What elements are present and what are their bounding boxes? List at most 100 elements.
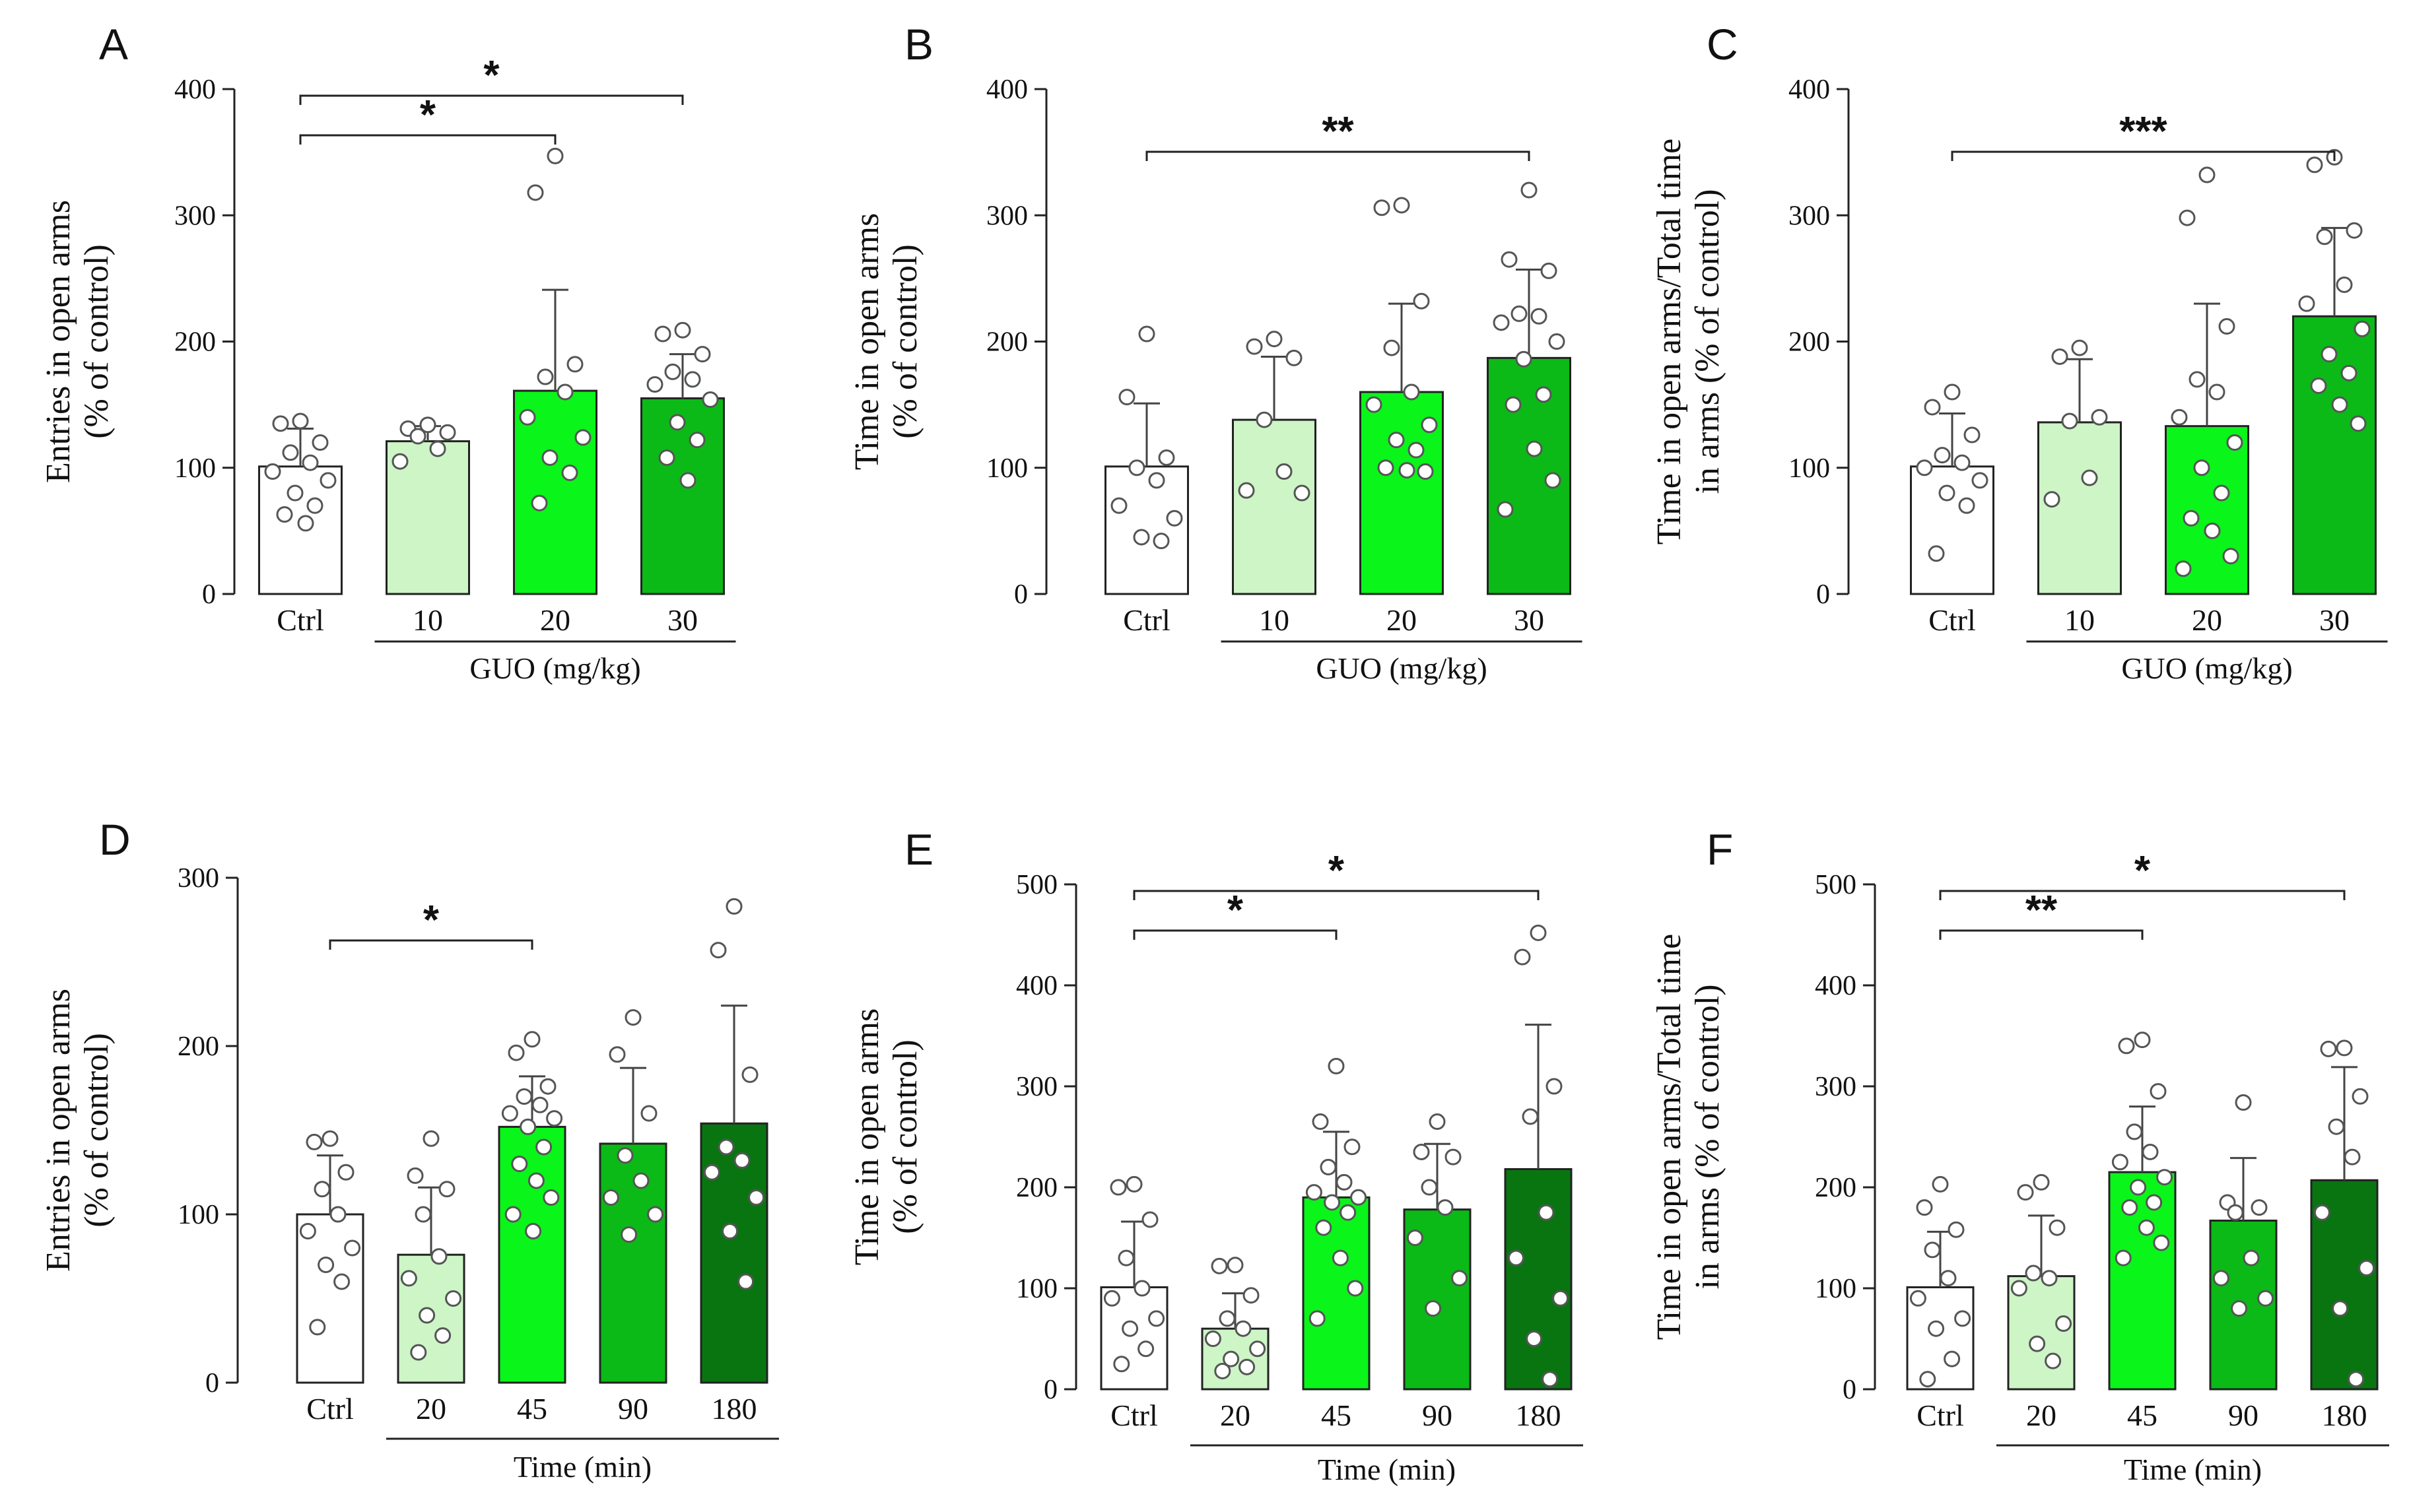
group-label: Time (min) — [514, 1450, 652, 1484]
significance-bracket — [1145, 150, 1530, 161]
data-point — [337, 1164, 355, 1181]
data-point — [1398, 462, 1415, 479]
data-point — [539, 1078, 557, 1095]
data-point — [1340, 1204, 1357, 1221]
data-point — [2193, 459, 2210, 477]
data-point — [602, 1189, 619, 1206]
data-point — [407, 1167, 424, 1184]
data-point — [312, 434, 329, 451]
data-point — [2336, 276, 2353, 293]
data-point — [1118, 389, 1136, 406]
data-point — [2328, 1118, 2345, 1135]
bar — [1232, 418, 1316, 595]
data-point — [2306, 156, 2323, 174]
significance-label: * — [1227, 888, 1244, 933]
data-point — [2055, 1315, 2072, 1332]
data-point — [674, 321, 691, 339]
y-tick-label: 500 — [1016, 870, 1058, 900]
data-point — [1332, 1249, 1349, 1266]
data-point — [646, 376, 663, 393]
data-point — [2126, 1123, 2143, 1140]
y-axis-title: (% of control) — [887, 244, 924, 439]
data-point — [1515, 350, 1532, 368]
data-point — [1223, 1350, 1240, 1367]
data-point — [1924, 399, 1941, 416]
data-point — [1166, 509, 1183, 527]
x-category-label: 10 — [1259, 603, 1289, 637]
y-tick-label: 0 — [1014, 579, 1028, 610]
data-point — [1971, 472, 1988, 489]
data-point — [1953, 454, 1971, 471]
data-point — [710, 942, 727, 959]
data-point — [292, 412, 309, 430]
data-point — [2041, 1270, 2058, 1287]
x-category-label: Ctrl — [1123, 603, 1171, 637]
data-point — [2150, 1083, 2167, 1100]
data-point — [2208, 383, 2225, 401]
data-point — [1963, 426, 1981, 444]
data-point — [1383, 339, 1400, 356]
data-point — [508, 1044, 525, 1061]
panel-letter: D — [99, 815, 131, 864]
data-point — [2235, 1094, 2252, 1111]
data-point — [1204, 1331, 1221, 1347]
data-point — [1909, 1290, 1926, 1307]
y-tick-label: 200 — [178, 1032, 219, 1062]
group-label: GUO (mg/kg) — [469, 651, 640, 685]
data-point — [2017, 1184, 2034, 1201]
data-point — [2257, 1290, 2274, 1307]
data-point — [718, 1138, 735, 1156]
data-point — [1246, 338, 1263, 355]
y-tick-label: 0 — [1816, 579, 1830, 610]
y-axis-title: Entries in open arms — [40, 989, 77, 1272]
data-point — [430, 1248, 448, 1265]
x-category-label: 45 — [1321, 1398, 1351, 1432]
data-point — [297, 515, 314, 532]
data-point — [1227, 1257, 1244, 1274]
data-point — [2354, 320, 2371, 337]
x-category-label: Ctrl — [1928, 603, 1976, 637]
data-point — [537, 368, 554, 385]
data-point — [419, 416, 436, 434]
group-label: Time (min) — [1318, 1453, 1456, 1486]
data-point — [344, 1239, 361, 1257]
y-axis-title: (% of control) — [78, 244, 116, 439]
y-tick-label: 100 — [1016, 1274, 1058, 1304]
data-point — [527, 184, 544, 201]
y-axis-title: (% of control) — [887, 1039, 924, 1234]
data-point — [654, 325, 671, 343]
data-point — [409, 428, 426, 445]
data-point — [1928, 1320, 1945, 1337]
panel-C: C 0 100 200 300 400 Time in open arms/Total ti… — [1650, 20, 2388, 685]
data-point — [2298, 295, 2315, 312]
data-point — [2310, 377, 2327, 394]
y-tick-label: 200 — [1016, 1173, 1058, 1203]
data-point — [1128, 459, 1145, 477]
data-point — [1954, 1310, 1971, 1327]
data-point — [318, 1257, 335, 1273]
panel-letter: B — [904, 20, 933, 69]
panel-B: B 0 100 200 300 400 Time in open arms (% of con… — [848, 20, 1582, 685]
y-tick-label: 200 — [174, 327, 216, 358]
panel-letter: F — [1707, 825, 1733, 874]
y-tick-label: 300 — [1016, 1072, 1058, 1102]
data-point — [276, 506, 293, 523]
bar — [296, 1213, 364, 1384]
data-point — [1406, 1230, 1423, 1246]
data-point — [625, 1009, 642, 1026]
data-point — [1538, 1204, 1555, 1221]
data-point — [1153, 533, 1170, 550]
data-point — [684, 371, 701, 388]
data-point — [1544, 472, 1561, 489]
data-point — [439, 424, 456, 441]
data-point — [1312, 1113, 1329, 1131]
significance-bracket — [1939, 890, 2346, 900]
y-tick-label: 100 — [178, 1200, 219, 1230]
data-point — [400, 1270, 417, 1287]
data-point — [722, 1223, 739, 1239]
significance-label: * — [420, 92, 436, 138]
x-category-label: 20 — [1220, 1398, 1250, 1432]
significance-bracket — [1939, 929, 2144, 940]
data-point — [2025, 1265, 2042, 1282]
data-point — [1958, 497, 1975, 514]
